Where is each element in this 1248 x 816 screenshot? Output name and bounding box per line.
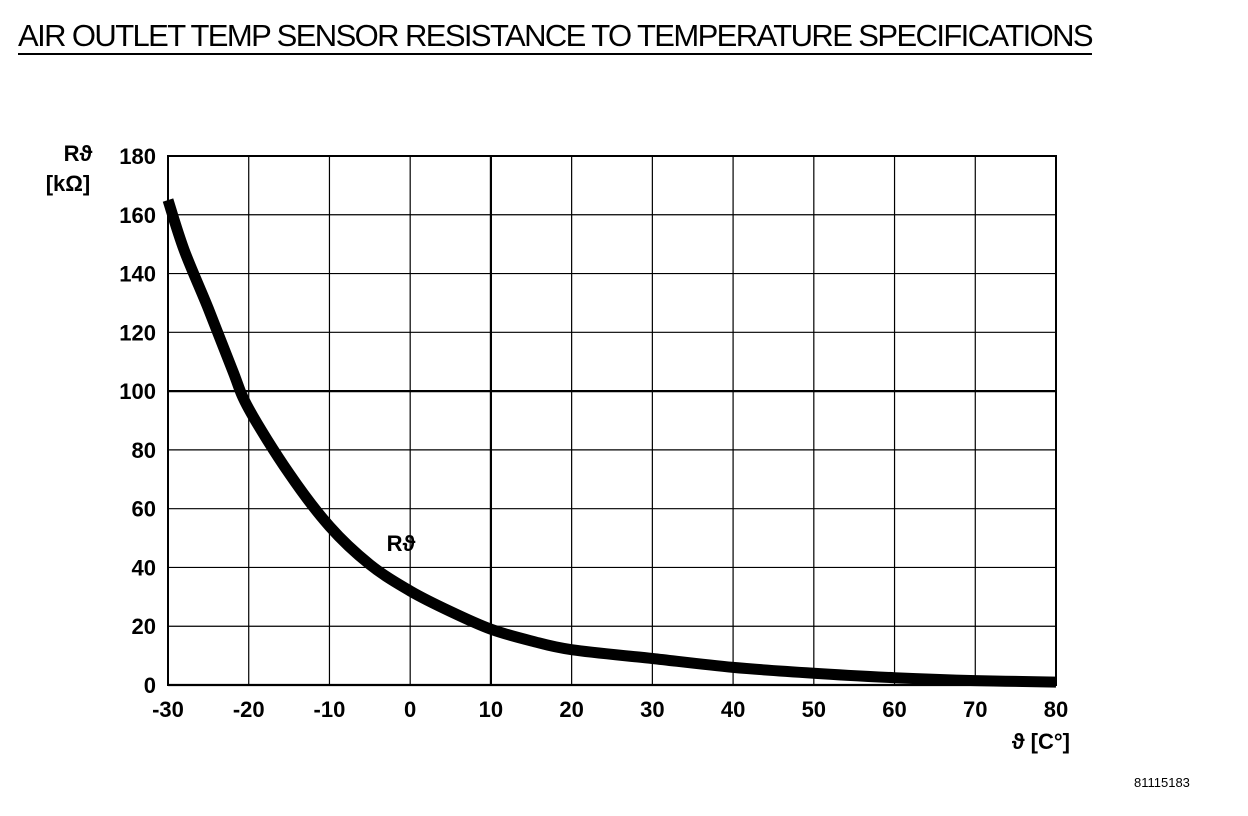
figure-number: 81115183 xyxy=(1134,775,1190,790)
x-tick-label: -20 xyxy=(233,697,265,722)
y-tick-label: 120 xyxy=(119,320,156,345)
y-tick-label: 80 xyxy=(132,438,156,463)
x-tick-label: 40 xyxy=(721,697,745,722)
x-tick-label: 60 xyxy=(882,697,906,722)
y-tick-label: 160 xyxy=(119,203,156,228)
y-axis-label: Rϑ xyxy=(64,141,93,166)
x-tick-label: 20 xyxy=(559,697,583,722)
grid xyxy=(167,155,1057,687)
x-tick-label: -10 xyxy=(314,697,346,722)
y-axis-unit: [kΩ] xyxy=(46,171,91,196)
x-axis-label: ϑ [C°] xyxy=(1012,729,1070,754)
x-tick-label: 30 xyxy=(640,697,664,722)
x-tick-label: 70 xyxy=(963,697,987,722)
x-tick-label: 10 xyxy=(479,697,503,722)
tick-labels: -30 -20 -10 0 10 20 30 40 50 60 70 80 0 20 40 60 80 100 12… xyxy=(119,144,1068,722)
x-tick-label: -30 xyxy=(152,697,184,722)
series-layer xyxy=(162,198,1057,688)
axis-labels: Rϑ [kΩ] ϑ [C°] Rϑ xyxy=(46,141,1070,754)
series-line xyxy=(162,198,1057,688)
x-tick-label: 50 xyxy=(802,697,826,722)
plot-frame xyxy=(167,155,1057,686)
x-tick-label: 0 xyxy=(404,697,416,722)
y-tick-label: 20 xyxy=(132,614,156,639)
page-title: AIR OUTLET TEMP SENSOR RESISTANCE TO TEM… xyxy=(18,18,1094,53)
series-label: Rϑ xyxy=(387,531,416,556)
y-tick-label: 60 xyxy=(132,497,156,522)
y-tick-label: 180 xyxy=(119,144,156,169)
y-tick-label: 100 xyxy=(119,379,156,404)
x-tick-label: 80 xyxy=(1044,697,1068,722)
y-tick-label: 40 xyxy=(132,555,156,580)
y-tick-label: 140 xyxy=(119,262,156,287)
y-tick-label: 0 xyxy=(144,673,156,698)
